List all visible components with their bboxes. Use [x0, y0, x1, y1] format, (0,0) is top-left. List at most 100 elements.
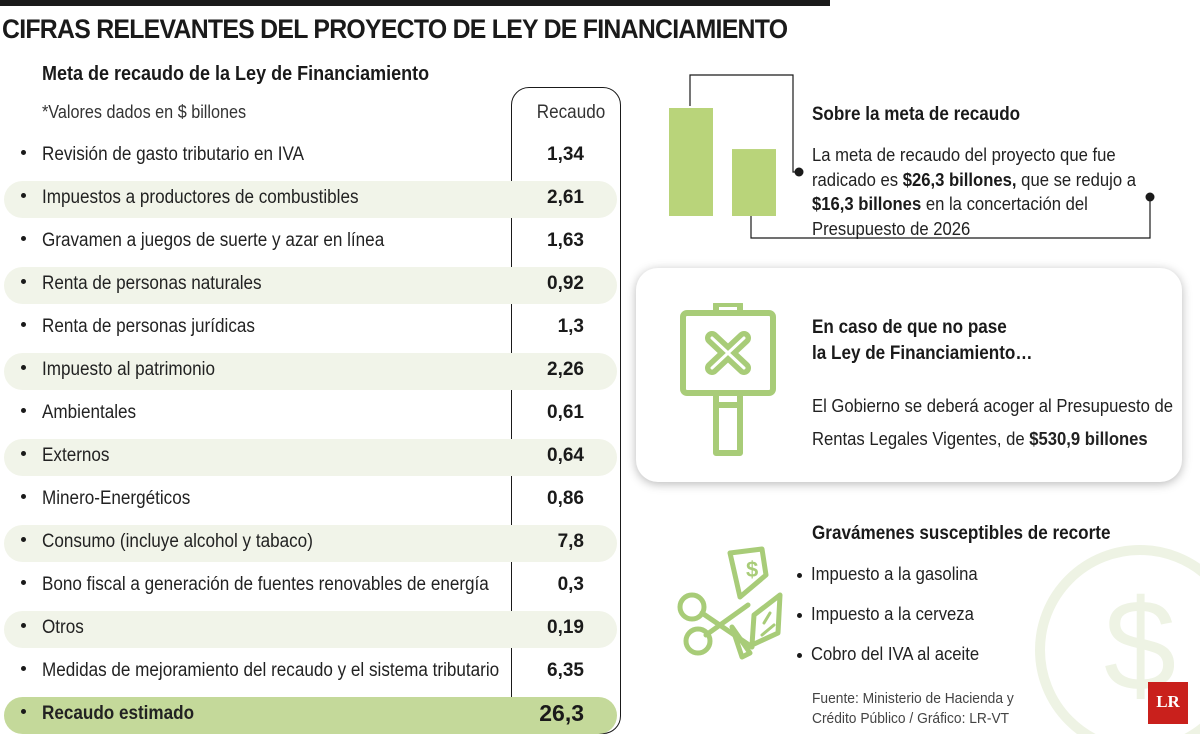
bullet-dot — [797, 573, 802, 578]
table-row: Impuesto al patrimonio 2,26 — [0, 350, 617, 393]
table-row: Minero-Energéticos 0,86 — [0, 479, 617, 522]
table-row: Impuestos a productores de combustibles 2… — [0, 178, 617, 221]
fallback-title-line2: la Ley de Financiamiento… — [812, 343, 1033, 364]
row-value: 1,63 — [547, 230, 584, 251]
lr-logo: LR — [1148, 682, 1188, 724]
sign-x-icon — [680, 303, 776, 456]
row-value: 1,3 — [557, 316, 584, 337]
row-value: 0,61 — [547, 402, 584, 423]
bullet-dot — [21, 408, 26, 413]
table-note: *Valores dados en $ billones — [42, 102, 247, 122]
source-line2: Crédito Público / Gráfico: LR-VT — [812, 710, 1010, 727]
source-line1: Fuente: Ministerio de Hacienda y — [812, 690, 1014, 707]
fallback-value: $530,9 billones — [1029, 428, 1148, 449]
row-label: Gravamen a juegos de suerte y azar en lí… — [42, 230, 385, 251]
table-row: Ambientales 0,61 — [0, 393, 617, 436]
bar-connector-bottom — [750, 197, 1151, 239]
cuts-title: Gravámenes susceptibles de recorte — [812, 523, 1111, 544]
svg-text:$: $ — [746, 557, 758, 582]
cuts-item-label: Cobro del IVA al aceite — [811, 643, 980, 664]
meta-bar-original — [669, 108, 713, 216]
fallback-text-line2: Rentas Legales Vigentes, de — [812, 428, 1030, 449]
page-title: CIFRAS RELEVANTES DEL PROYECTO DE LEY DE… — [2, 14, 788, 44]
bullet-dot — [21, 623, 26, 628]
bullet-dot — [21, 580, 26, 585]
row-value: 2,26 — [547, 359, 584, 380]
row-label: Revisión de gasto tributario en IVA — [42, 144, 305, 165]
row-label: Renta de personas naturales — [42, 273, 262, 294]
bullet-dot — [797, 613, 802, 618]
meta-title: Sobre la meta de recaudo — [812, 104, 1021, 125]
bullet-dot — [21, 365, 26, 370]
connector-dot-2 — [1145, 192, 1155, 202]
table-row: Otros 0,19 — [0, 608, 617, 651]
table-row: Renta de personas jurídicas 1,3 — [0, 307, 617, 350]
table-row: Consumo (incluye alcohol y tabaco) 7,8 — [0, 522, 617, 565]
row-value: 0,3 — [557, 574, 584, 595]
row-label: Otros — [42, 617, 84, 638]
row-value: 7,8 — [557, 531, 584, 552]
bullet-dot — [21, 279, 26, 284]
row-value: 26,3 — [539, 700, 584, 726]
table-row: Bono fiscal a generación de fuentes reno… — [0, 565, 617, 608]
row-value: 1,34 — [547, 144, 584, 165]
row-label: Recaudo estimado — [42, 703, 195, 724]
row-value: 2,61 — [547, 187, 584, 208]
meta-value-original: $26,3 billones, — [902, 168, 1017, 190]
row-value: 0,19 — [547, 617, 584, 638]
meta-text-2: que se redujo a — [1016, 168, 1136, 190]
table-row: Gravamen a juegos de suerte y azar en lí… — [0, 221, 617, 264]
top-rule — [0, 0, 830, 6]
table-row: Medidas de mejoramiento del recaudo y el… — [0, 651, 617, 694]
bullet-dot — [21, 494, 26, 499]
meta-text-1: La meta de recaudo del proyecto que fue … — [812, 144, 1116, 190]
fallback-text: El Gobierno se deberá acoger al Presupue… — [812, 389, 1173, 455]
row-label: Ambientales — [42, 402, 137, 423]
fallback-title: En caso de que no pase la Ley de Financi… — [812, 315, 1032, 367]
row-value: 6,35 — [547, 660, 584, 681]
source-note: Fuente: Ministerio de Hacienda y Crédito… — [812, 689, 1014, 729]
bullet-dot — [21, 150, 26, 155]
scissors-money-icon: $ — [677, 546, 783, 660]
row-value: 0,86 — [547, 488, 584, 509]
meta-text-3: en la concertación del Presupuesto de 20… — [812, 193, 1088, 239]
bullet-dot — [21, 193, 26, 198]
row-background — [4, 353, 617, 390]
recaudo-column-header: Recaudo — [536, 102, 606, 123]
row-label: Renta de personas jurídicas — [42, 316, 255, 337]
row-label: Minero-Energéticos — [42, 488, 191, 509]
row-background — [4, 697, 617, 734]
connector-dot-1 — [794, 167, 804, 177]
row-label: Impuesto al patrimonio — [42, 359, 215, 380]
table-row: Externos 0,64 — [0, 436, 617, 479]
row-label: Bono fiscal a generación de fuentes reno… — [42, 574, 489, 595]
row-background — [4, 525, 617, 562]
row-background — [4, 181, 617, 218]
row-label: Consumo (incluye alcohol y tabaco) — [42, 531, 313, 552]
table-row: Renta de personas naturales 0,92 — [0, 264, 617, 307]
meta-bar-group — [669, 108, 776, 216]
recaudo-table: Revisión de gasto tributario en IVA 1,34 I… — [0, 135, 640, 734]
row-value: 0,92 — [547, 273, 584, 294]
bullet-dot — [21, 451, 26, 456]
meta-value-reduced: $16,3 billones — [812, 193, 922, 214]
fallback-text-line2-wrap: Rentas Legales Vigentes, de $530,9 billo… — [812, 422, 1173, 455]
meta-text: La meta de recaudo del proyecto que fue … — [812, 143, 1172, 241]
bullet-dot — [797, 653, 802, 658]
bullet-dot — [21, 322, 26, 327]
row-background — [4, 267, 617, 304]
table-row-total: Recaudo estimado 26,3 — [0, 694, 617, 734]
bullet-dot — [21, 537, 26, 542]
cuts-item-label: Impuesto a la gasolina — [811, 563, 978, 584]
fallback-text-line1: El Gobierno se deberá acoger al Presupue… — [812, 395, 1173, 416]
bullet-dot — [21, 236, 26, 241]
row-label: Impuestos a productores de combustibles — [42, 187, 359, 208]
table-subtitle: Meta de recaudo de la Ley de Financiamie… — [42, 63, 430, 85]
row-label: Externos — [42, 445, 110, 466]
row-background — [4, 439, 617, 476]
row-value: 0,64 — [547, 445, 584, 466]
bullet-dot — [21, 666, 26, 671]
table-row: Revisión de gasto tributario en IVA 1,34 — [0, 135, 617, 178]
row-label: Medidas de mejoramiento del recaudo y el… — [42, 660, 500, 681]
